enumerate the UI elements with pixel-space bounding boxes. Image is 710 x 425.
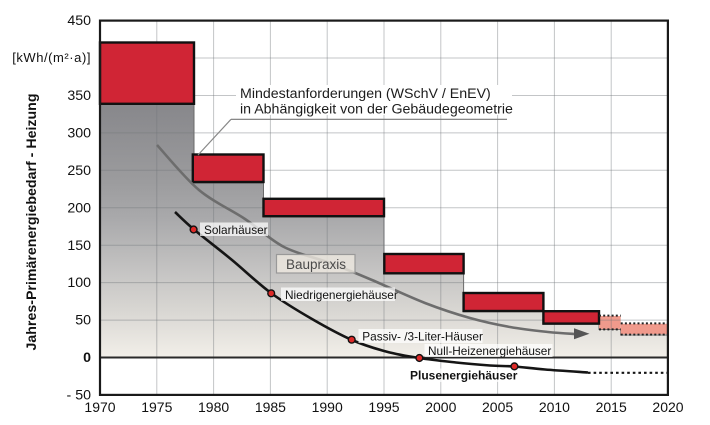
svg-text:Niedrigenergiehäuser: Niedrigenergiehäuser — [285, 288, 398, 302]
svg-text:Jahres-Primärenergiebedarf - H: Jahres-Primärenergiebedarf - Heizung — [24, 93, 40, 350]
svg-text:50: 50 — [75, 313, 91, 329]
svg-text:150: 150 — [67, 238, 91, 254]
svg-text:Baupraxis: Baupraxis — [286, 257, 346, 272]
svg-text:Passiv- /3-Liter-Häuser: Passiv- /3-Liter-Häuser — [362, 330, 483, 344]
svg-text:Plusenergiehäuser: Plusenergiehäuser — [410, 368, 518, 382]
svg-text:1970: 1970 — [84, 399, 115, 415]
svg-text:100: 100 — [67, 275, 91, 291]
svg-text:200: 200 — [67, 200, 91, 216]
svg-text:in Abhängigkeit von der Gebäud: in Abhängigkeit von der Gebäudegeometrie — [240, 101, 513, 117]
svg-text:2020: 2020 — [652, 399, 683, 415]
svg-text:Null-Heizenergiehäuser: Null-Heizenergiehäuser — [428, 344, 551, 358]
svg-text:2015: 2015 — [596, 399, 627, 415]
svg-text:2005: 2005 — [482, 399, 513, 415]
svg-text:1980: 1980 — [198, 399, 229, 415]
svg-text:0: 0 — [83, 350, 91, 366]
svg-text:1975: 1975 — [141, 399, 172, 415]
svg-text:1995: 1995 — [368, 399, 399, 415]
svg-text:[kWh/(m²·a)]: [kWh/(m²·a)] — [12, 50, 91, 65]
svg-text:300: 300 — [67, 126, 91, 142]
svg-text:2000: 2000 — [425, 399, 456, 415]
svg-text:350: 350 — [67, 88, 91, 104]
svg-text:250: 250 — [67, 163, 91, 179]
svg-text:Solarhäuser: Solarhäuser — [204, 223, 268, 237]
svg-text:Mindestanforderungen (WSchV /: Mindestanforderungen (WSchV / EnEV) — [240, 86, 491, 102]
svg-text:1985: 1985 — [255, 399, 286, 415]
svg-text:2010: 2010 — [539, 399, 570, 415]
svg-text:450: 450 — [67, 13, 91, 29]
svg-text:1990: 1990 — [312, 399, 343, 415]
svg-text:- 50: - 50 — [67, 388, 92, 404]
